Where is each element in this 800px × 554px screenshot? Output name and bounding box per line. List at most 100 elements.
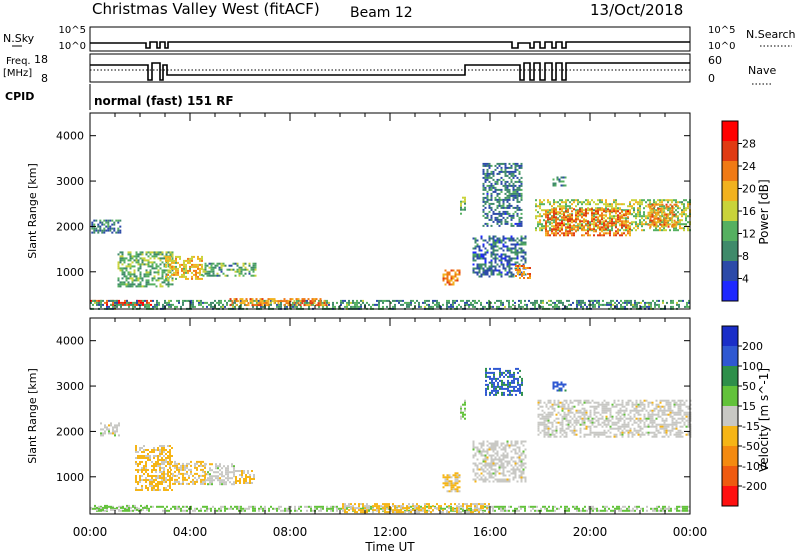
velocity-cell <box>464 413 466 416</box>
velocity-cell <box>464 409 466 412</box>
power-cell <box>492 210 495 213</box>
power-cell <box>167 257 169 260</box>
power-cell <box>611 207 613 210</box>
power-cell <box>655 223 658 226</box>
power-cell <box>535 229 537 232</box>
power-cell <box>490 273 493 276</box>
power-cell <box>175 269 177 272</box>
power-cell <box>400 303 402 306</box>
power-cell <box>504 267 507 270</box>
velocity-cell <box>155 479 157 481</box>
velocity-cell <box>488 511 490 514</box>
power-cell <box>486 176 489 179</box>
velocity-cell <box>404 509 406 512</box>
velocity-cell <box>149 485 151 487</box>
power-cell <box>488 174 491 177</box>
power-cell <box>673 219 676 222</box>
power-cell <box>494 245 497 248</box>
velocity-cell <box>358 505 360 508</box>
power-cell <box>162 303 164 306</box>
velocity-cell <box>137 451 139 453</box>
power-cell <box>496 192 499 195</box>
velocity-cell <box>322 505 324 508</box>
velocity-cell <box>360 503 362 506</box>
velocity-cell <box>145 469 147 471</box>
power-cell <box>613 207 615 210</box>
power-cell <box>644 305 646 308</box>
power-cell <box>151 251 154 254</box>
power-cell <box>175 271 177 274</box>
power-cell <box>111 219 114 222</box>
power-cell <box>629 210 631 213</box>
freq-tick-bottom: 8 <box>41 72 48 85</box>
power-cell <box>293 302 296 305</box>
power-cell <box>482 192 485 195</box>
power-cell <box>135 279 138 282</box>
velocity-cell <box>490 474 493 477</box>
power-cell <box>156 303 158 306</box>
power-cell <box>155 279 158 282</box>
power-cell <box>613 234 615 237</box>
velocity-cell <box>452 509 454 512</box>
velocity-cell <box>642 509 644 512</box>
power-cell <box>508 265 511 268</box>
power-cell <box>126 299 128 302</box>
power-cell <box>527 277 529 279</box>
power-cell <box>486 251 489 254</box>
velocity-cell <box>622 509 624 512</box>
power-cell <box>581 216 583 219</box>
power-cell <box>204 301 206 304</box>
power-cell <box>665 199 667 202</box>
power-cell <box>629 226 631 229</box>
velocity-cell <box>153 481 155 483</box>
power-cell <box>560 299 562 302</box>
power-cell <box>571 228 573 231</box>
power-cell <box>617 228 619 231</box>
power-cell <box>458 271 461 274</box>
velocity-cell <box>104 430 106 433</box>
power-cell <box>204 262 207 265</box>
power-cell <box>137 285 140 288</box>
power-cell <box>149 283 152 286</box>
power-cell <box>502 257 505 260</box>
power-cell <box>139 271 142 274</box>
power-cell <box>200 299 202 302</box>
power-cell <box>226 303 228 306</box>
power-cell <box>615 230 617 233</box>
power-cell <box>326 301 328 304</box>
power-cell <box>567 226 569 229</box>
power-cell <box>518 303 520 306</box>
power-cell <box>496 305 498 308</box>
velocity-cell <box>490 458 493 461</box>
power-cell <box>599 234 601 237</box>
velocity-cell <box>478 442 481 445</box>
power-cell <box>644 303 646 306</box>
power-colorbar-tick-label-1: 8 <box>742 250 749 263</box>
velocity-cell <box>356 507 358 510</box>
power-cell <box>685 219 687 222</box>
power-cell <box>543 199 545 202</box>
velocity-cell <box>520 507 522 510</box>
velocity-cell <box>460 415 462 418</box>
power-cell <box>647 215 649 218</box>
power-cell <box>136 303 138 306</box>
power-cell <box>589 208 591 211</box>
velocity-cell <box>253 474 255 476</box>
velocity-cell <box>172 482 174 485</box>
velocity-cell <box>678 509 680 512</box>
velocity-cell <box>110 424 112 427</box>
power-cell <box>659 223 662 226</box>
velocity-cell <box>386 511 388 514</box>
velocity-cell <box>114 430 116 433</box>
power-cell <box>195 265 197 268</box>
power-cell <box>669 217 672 220</box>
power-cell <box>157 273 160 276</box>
velocity-cell <box>155 477 157 479</box>
power-cell <box>248 272 251 275</box>
velocity-cell <box>90 506 92 509</box>
power-cell <box>512 224 515 227</box>
power-cell <box>549 212 551 215</box>
velocity-cell <box>462 411 464 414</box>
power-cell <box>608 303 610 306</box>
power-cell <box>541 203 543 206</box>
